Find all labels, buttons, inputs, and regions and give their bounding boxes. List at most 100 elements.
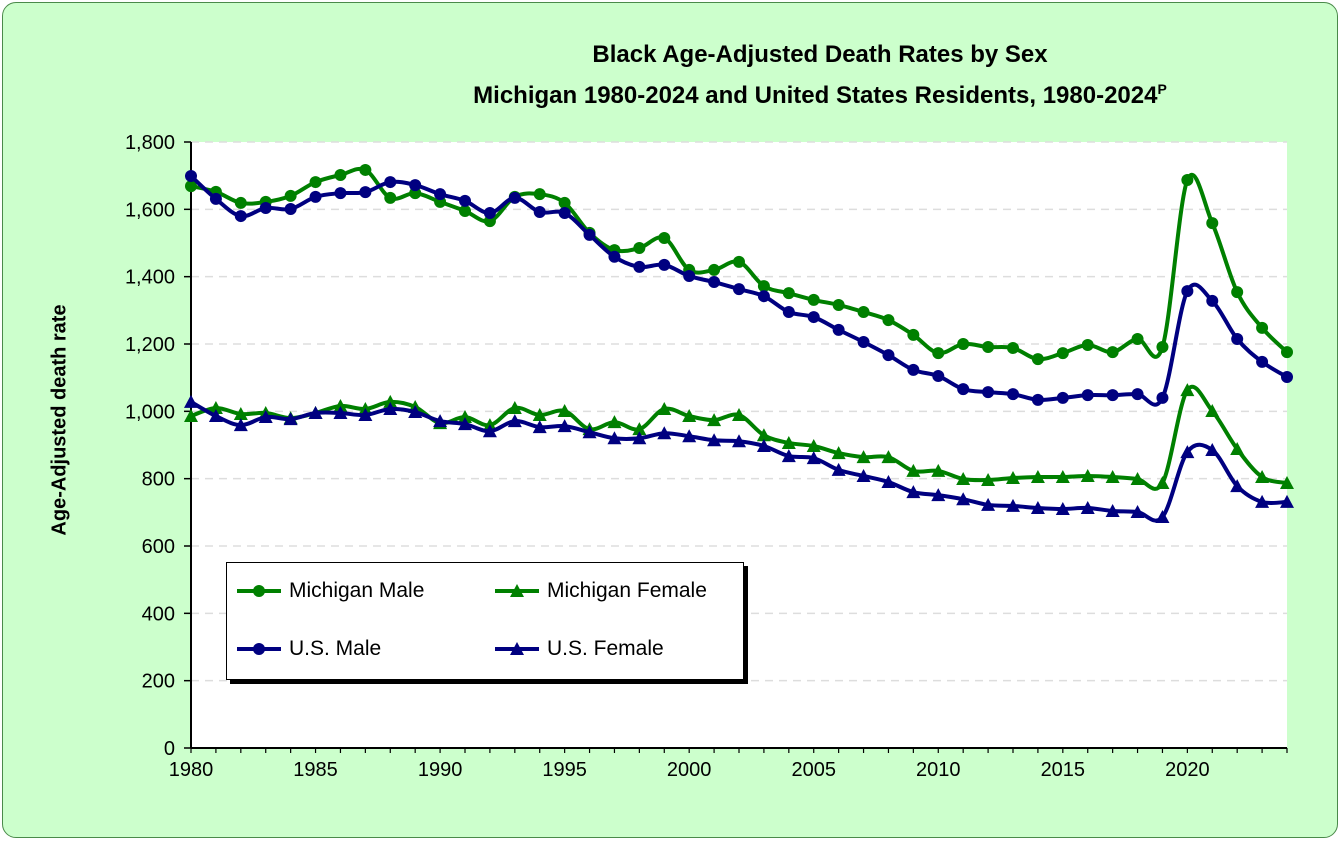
data-point [309, 176, 322, 189]
data-point [608, 250, 621, 263]
data-point [1231, 286, 1244, 299]
data-point [1130, 472, 1145, 486]
data-point [832, 323, 845, 336]
data-point [1156, 341, 1169, 354]
data-point [857, 306, 870, 319]
data-point [1030, 500, 1045, 514]
data-point [807, 293, 820, 306]
x-tick-label: 1990 [418, 759, 463, 781]
legend-marker-triangle-icon [495, 584, 539, 597]
data-point [856, 450, 871, 464]
data-point [333, 406, 348, 420]
data-point [185, 170, 197, 183]
data-point [383, 394, 398, 408]
data-point [956, 472, 971, 486]
data-point [708, 263, 721, 276]
data-point [632, 431, 647, 445]
data-point [1206, 217, 1219, 230]
x-tick-label: 1995 [542, 759, 587, 781]
data-point [1256, 321, 1269, 334]
data-point [284, 189, 297, 202]
legend-item-us-male: U.S. Male [235, 637, 381, 661]
data-point [233, 407, 248, 421]
data-point [1056, 347, 1069, 360]
data-point [707, 433, 722, 447]
data-point [1031, 353, 1044, 366]
data-point [658, 231, 671, 244]
data-point [259, 201, 272, 214]
y-tick-label: 1,800 [125, 132, 175, 154]
data-point [932, 347, 945, 360]
data-point [1230, 442, 1245, 456]
legend-item-us-female: U.S. Female [493, 637, 664, 661]
data-point [408, 405, 423, 419]
data-point [733, 255, 745, 268]
data-point [982, 386, 995, 399]
data-point [1106, 346, 1119, 359]
data-point [781, 449, 796, 463]
y-tick-label: 1,600 [125, 199, 175, 221]
data-point [1180, 445, 1195, 459]
data-point [1131, 388, 1144, 401]
data-point [1130, 504, 1145, 518]
data-point [334, 187, 347, 200]
data-point [1230, 479, 1245, 493]
data-point [1206, 294, 1219, 307]
data-point [806, 451, 821, 465]
data-point [956, 492, 971, 506]
data-point [482, 424, 497, 438]
data-point [1205, 443, 1220, 457]
title-line-1: Black Age-Adjusted Death Rates by Sex [592, 41, 1048, 68]
data-point [1007, 342, 1019, 355]
data-point [881, 450, 896, 464]
data-point [1155, 476, 1170, 490]
data-point [906, 485, 921, 499]
data-point [881, 475, 896, 489]
data-point [583, 228, 596, 241]
data-point [907, 328, 920, 341]
legend: Michigan Male Michigan Female U.S. Male … [226, 562, 744, 680]
legend-marker-circle-icon [237, 585, 281, 597]
data-point [857, 335, 870, 348]
data-point [1006, 470, 1020, 484]
data-point [233, 418, 248, 432]
data-point [1030, 469, 1045, 483]
data-point [459, 194, 471, 207]
data-point [781, 435, 796, 449]
subtitle: Michigan 1980-2024 and United States Res… [473, 82, 1158, 109]
data-point [607, 415, 622, 429]
x-tick-label: 2005 [791, 759, 836, 781]
legend-item-michigan-female: Michigan Female [493, 579, 707, 603]
data-point [507, 414, 522, 428]
data-point [1106, 389, 1119, 402]
data-point [458, 417, 472, 431]
data-point [733, 283, 745, 296]
y-tick-label: 1,400 [125, 267, 175, 289]
data-point [931, 463, 946, 477]
data-point [1055, 469, 1070, 483]
data-point [682, 429, 697, 443]
x-tick-label: 1985 [293, 759, 338, 781]
data-point [208, 409, 223, 423]
data-point [1181, 285, 1194, 298]
data-point [359, 163, 372, 176]
data-point [1255, 494, 1270, 508]
data-point [708, 276, 721, 289]
title-line-2: Michigan 1980-2024 and United States Res… [300, 72, 1340, 113]
data-point [358, 408, 373, 422]
data-point [1081, 389, 1094, 402]
data-point [208, 400, 223, 414]
y-tick-label: 1,200 [125, 334, 175, 356]
data-point [707, 413, 722, 427]
data-point [309, 190, 322, 203]
data-point [1280, 494, 1294, 508]
data-point [683, 269, 696, 282]
data-point [882, 349, 895, 362]
data-point [831, 462, 846, 476]
data-point [234, 210, 247, 223]
x-tick-label: 2015 [1041, 759, 1086, 781]
y-tick-label: 200 [142, 671, 175, 693]
y-tick-label: 1,000 [125, 401, 175, 423]
data-point [1256, 355, 1269, 368]
